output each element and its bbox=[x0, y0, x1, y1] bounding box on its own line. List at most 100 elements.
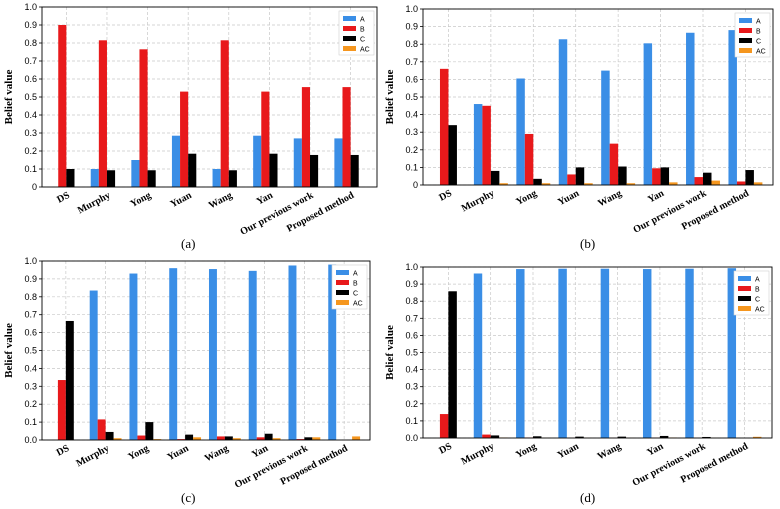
x-tick-label: DS bbox=[55, 443, 72, 459]
legend-label-C: C bbox=[353, 291, 358, 298]
bar-AC-yong bbox=[541, 183, 551, 185]
plot-frame bbox=[422, 8, 774, 186]
bar-A-yong bbox=[129, 273, 138, 440]
legend-swatch-A bbox=[739, 18, 752, 23]
bar-C-yan bbox=[269, 153, 278, 187]
legend-label-A: A bbox=[360, 17, 365, 24]
bar-C-yuan bbox=[575, 167, 585, 185]
x-tick-label: Yan bbox=[645, 441, 665, 459]
bar-C-yong bbox=[145, 422, 154, 440]
bar-A-yuan bbox=[171, 135, 181, 187]
bar-C-wang bbox=[228, 170, 237, 187]
bar-C-yuan bbox=[575, 436, 584, 438]
bar-A-murphy bbox=[473, 104, 483, 185]
legend-swatch-AC bbox=[739, 48, 752, 53]
y-tick-label: 1.0 bbox=[24, 256, 37, 266]
bar-C-ds bbox=[65, 320, 74, 440]
plot-frame bbox=[422, 266, 773, 439]
caption-d: (d) bbox=[580, 490, 596, 505]
bar-A-wang bbox=[212, 169, 221, 187]
y-tick-label: 0.2 bbox=[24, 399, 37, 409]
bar-B-murphy bbox=[97, 419, 106, 440]
x-tick-label: Murphy bbox=[74, 443, 111, 469]
x-tick-label: DS bbox=[55, 190, 72, 206]
bar-A-proposed-method bbox=[727, 268, 737, 438]
bar-C-yong bbox=[533, 178, 542, 185]
y-tick-label: 0.8 bbox=[405, 39, 418, 49]
x-tick-label: Proposed method bbox=[279, 443, 350, 488]
bar-A-yan bbox=[253, 135, 262, 187]
x-tick-label: Yuan bbox=[166, 443, 191, 463]
x-tick-label: Yong bbox=[514, 188, 538, 208]
legend-swatch-AC bbox=[738, 306, 751, 311]
caption-b: (b) bbox=[580, 236, 596, 251]
bar-C-wang bbox=[618, 166, 627, 185]
y-tick-label: 0.2 bbox=[405, 145, 418, 155]
y-tick-label: 1.0 bbox=[405, 262, 418, 272]
bar-A-proposed-method bbox=[334, 138, 343, 187]
x-tick-label: Yuan bbox=[556, 188, 581, 208]
bar-AC-wang bbox=[232, 438, 241, 440]
legend-label-C: C bbox=[756, 39, 761, 46]
bar-C-yan bbox=[659, 435, 669, 438]
y-tick-label: 0.7 bbox=[405, 313, 418, 323]
legend-swatch-C bbox=[343, 36, 356, 41]
y-tick-label: 0.3 bbox=[405, 382, 418, 392]
legend-label-B: B bbox=[756, 29, 761, 36]
bar-C-murphy bbox=[490, 435, 500, 438]
legend-swatch-A bbox=[336, 270, 349, 275]
x-tick-label: DS bbox=[437, 188, 454, 204]
legend-label-B: B bbox=[360, 27, 365, 34]
x-tick-label: Wang bbox=[596, 188, 623, 209]
x-tick-label: Proposed method bbox=[285, 190, 356, 235]
bar-B-wang bbox=[220, 40, 229, 187]
bar-B-proposed-method bbox=[342, 87, 351, 187]
bar-AC-murphy bbox=[113, 438, 122, 440]
x-tick-label: Wang bbox=[207, 190, 234, 211]
chart-panel-0: 0 0.1 0.2 0.3 0.4 0.5 0.6 0.7 0.8 0.9 1.0 DS Murphy Y… bbox=[3, 2, 378, 238]
bar-A-murphy bbox=[89, 290, 98, 440]
y-tick-label: 0.8 bbox=[24, 292, 37, 302]
plot-frame bbox=[41, 6, 378, 188]
y-tick-label: 0.4 bbox=[405, 365, 418, 375]
bar-AC-yuan bbox=[193, 437, 202, 440]
x-tick-label: Yong bbox=[129, 190, 153, 210]
chart-panel-2: 0.0 0.1 0.2 0.3 0.4 0.5 0.6 0.7 0.8 0.9 1.0 DS Murph… bbox=[3, 256, 371, 491]
legend-swatch-B bbox=[343, 26, 356, 31]
legend-swatch-AC bbox=[343, 46, 356, 51]
bar-A-yuan bbox=[169, 268, 178, 440]
plot-frame bbox=[41, 260, 371, 441]
bar-A-yuan bbox=[558, 39, 568, 185]
bar-C-yong bbox=[147, 170, 156, 187]
y-tick-label: 0.5 bbox=[405, 348, 418, 358]
bar-B-yan bbox=[652, 168, 661, 185]
x-tick-label: Murphy bbox=[460, 188, 497, 214]
bar-C-yong bbox=[532, 436, 542, 438]
bar-A-our-previous-work bbox=[686, 32, 695, 186]
bar-C-our-previous-work bbox=[310, 154, 319, 187]
caption-a: (a) bbox=[181, 236, 196, 251]
y-tick-label: 0.2 bbox=[24, 146, 37, 156]
chart-panel-3: 0.0 0.1 0.2 0.3 0.4 0.5 0.6 0.7 0.8 0.9 1.0 DS Murph… bbox=[384, 262, 773, 489]
y-tick-label: 0.3 bbox=[405, 127, 418, 137]
bar-B-proposed-method bbox=[736, 181, 746, 185]
bar-A-yong bbox=[516, 78, 525, 185]
y-tick-label: 1.0 bbox=[24, 2, 37, 12]
y-tick-label: 0.9 bbox=[405, 22, 418, 32]
y-tick-label: 0.7 bbox=[405, 57, 418, 67]
bar-C-proposed-method bbox=[745, 170, 754, 185]
bar-C-our-previous-work bbox=[304, 437, 313, 440]
bar-AC-wang bbox=[626, 183, 636, 185]
bar-C-yan bbox=[264, 433, 273, 440]
y-tick-label: 0.9 bbox=[24, 274, 37, 284]
y-tick-label: 0.5 bbox=[24, 346, 37, 356]
bar-A-yan bbox=[248, 270, 257, 440]
caption-c: (c) bbox=[181, 490, 196, 505]
bar-A-yong bbox=[516, 269, 525, 438]
bar-A-our-previous-work bbox=[288, 265, 297, 440]
legend-swatch-B bbox=[739, 28, 752, 33]
y-tick-label: 0.1 bbox=[24, 417, 37, 427]
bar-B-murphy bbox=[482, 434, 491, 438]
bar-C-proposed-method bbox=[350, 154, 359, 187]
